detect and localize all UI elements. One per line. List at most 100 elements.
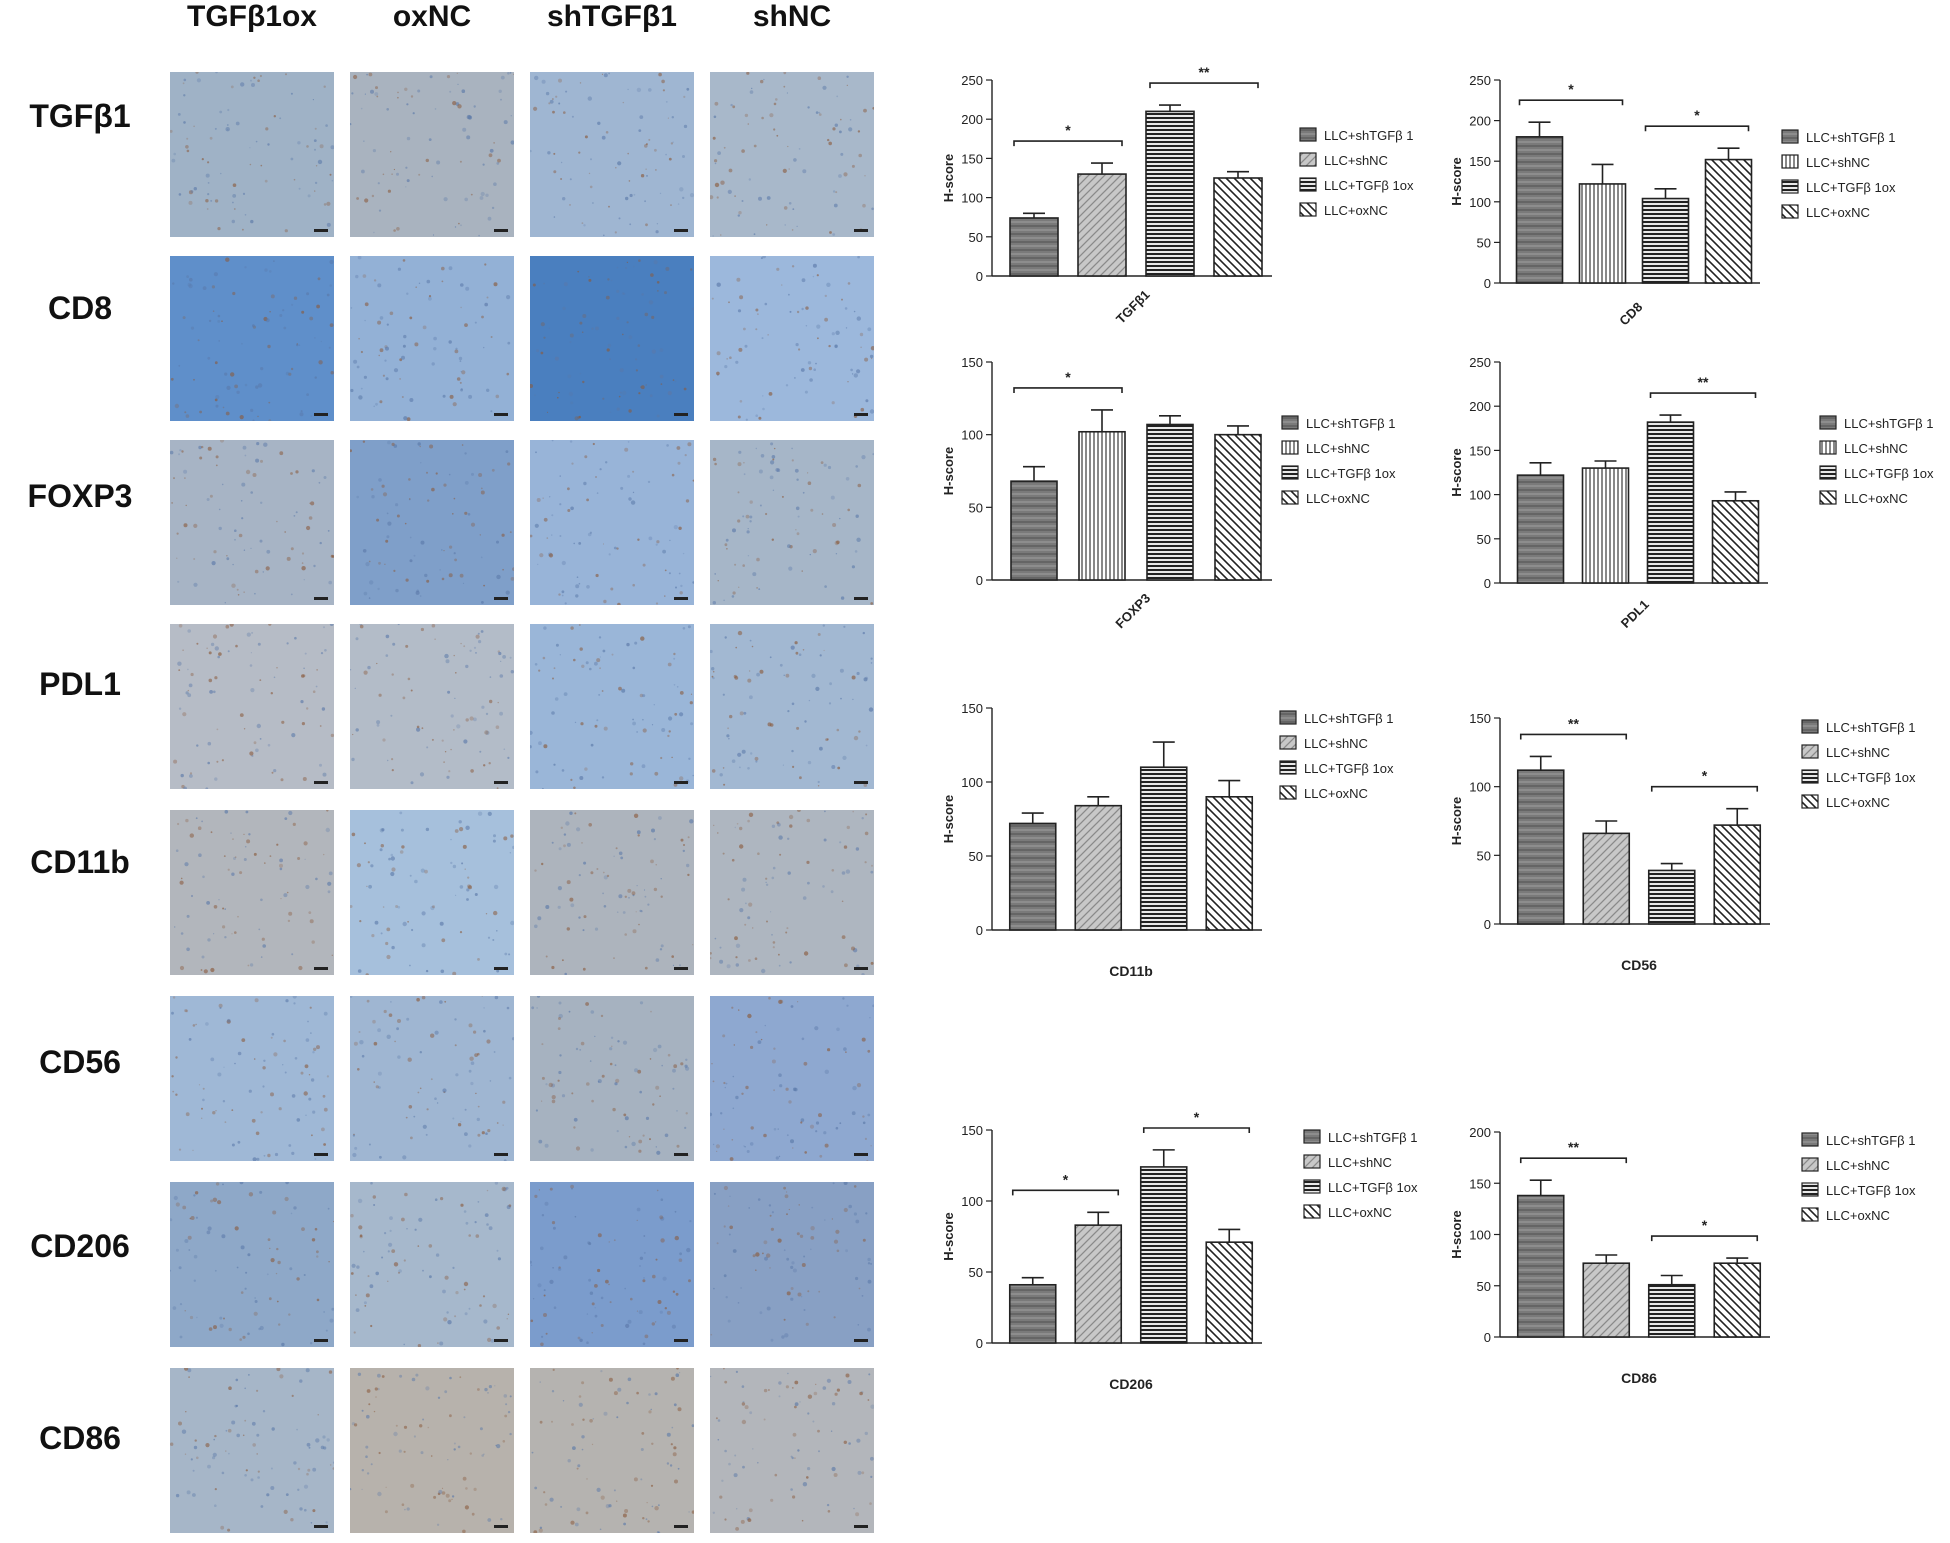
legend-swatch [1819, 490, 1837, 505]
significance-label: ** [1199, 64, 1210, 80]
bar [1139, 1166, 1188, 1344]
y-tick-label: 50 [1477, 1279, 1491, 1294]
legend-swatch [1279, 760, 1297, 775]
scale-bar [314, 1525, 328, 1528]
y-tick-label: 150 [961, 355, 983, 370]
y-tick-label: 50 [969, 500, 983, 515]
y-tick-label: 50 [1477, 235, 1491, 250]
y-tick-label: 200 [1469, 114, 1491, 129]
y-tick-label: 150 [1469, 443, 1491, 458]
bar [1214, 433, 1262, 581]
significance-label: * [1702, 1217, 1708, 1233]
bar [1008, 822, 1057, 931]
scale-bar [674, 597, 688, 600]
y-tick-label: 0 [1484, 276, 1491, 291]
y-axis-label: H-score [941, 795, 956, 843]
bar [1646, 421, 1695, 584]
row-label: CD11b [30, 844, 130, 880]
bar [1516, 769, 1565, 925]
y-tick-label: 0 [976, 1336, 983, 1351]
scale-bar [854, 781, 868, 784]
y-tick-label: 200 [961, 112, 983, 127]
x-axis-label: CD206 [1109, 1376, 1153, 1392]
legend-entry: LLC+TGFβ 1ox [1306, 466, 1396, 481]
y-tick-label: 50 [969, 849, 983, 864]
scale-bar [854, 1525, 868, 1528]
micrograph-tile [170, 1182, 334, 1347]
y-tick-label: 200 [1469, 399, 1491, 414]
bar [1713, 824, 1762, 925]
bar [1647, 869, 1696, 925]
micrograph-tile [170, 256, 334, 421]
y-tick-label: 150 [1469, 154, 1491, 169]
legend-swatch [1819, 415, 1837, 430]
row-label: PDL1 [39, 666, 121, 702]
y-tick-label: 100 [961, 428, 983, 443]
legend-entry: LLC+shTGFβ 1 [1806, 130, 1895, 145]
bar [1146, 423, 1194, 581]
bar-chart: 0 50 100 150 200 250 H-score CD8 * * LLC+shTGFβ 1 L… [1449, 73, 1896, 328]
micrograph-tile [530, 996, 694, 1161]
micrograph-tile [710, 440, 874, 605]
y-tick-label: 0 [976, 573, 983, 588]
legend-swatch [1801, 769, 1819, 784]
micrograph-tile [710, 1368, 874, 1533]
y-axis-label: H-score [1449, 448, 1464, 496]
y-tick-label: 200 [1469, 1125, 1491, 1140]
x-axis-label: CD86 [1621, 1370, 1657, 1386]
legend-entry: LLC+shNC [1826, 745, 1890, 760]
y-axis-label: H-score [941, 447, 956, 495]
legend-entry: LLC+oxNC [1806, 205, 1870, 220]
micrograph-tile [350, 72, 514, 237]
x-axis-label: CD11b [1109, 963, 1153, 979]
significance-bracket [1013, 140, 1123, 147]
y-tick-label: 150 [1469, 1176, 1491, 1191]
micrograph-tile [170, 440, 334, 605]
bar [1581, 467, 1630, 584]
significance-bracket [1149, 82, 1259, 89]
bar-chart: 0 50 100 150 H-score FOXP3 * LLC+shTGFβ 1 LLC+sh… [941, 355, 1396, 631]
legend-swatch [1801, 1182, 1819, 1197]
scale-bar [674, 1525, 688, 1528]
y-tick-label: 50 [1477, 848, 1491, 863]
row-label: CD56 [39, 1044, 121, 1080]
bar [1713, 1262, 1762, 1338]
bar-chart: 050100150200250H-scoreTGFβ1***LLC+shTGFβ… [941, 64, 1414, 327]
bar [1078, 430, 1126, 581]
scale-bar [314, 229, 328, 232]
y-tick-label: 250 [1469, 355, 1491, 370]
legend-entry: LLC+shNC [1324, 153, 1388, 168]
legend-swatch [1801, 744, 1819, 759]
legend-entry: LLC+shNC [1806, 155, 1870, 170]
y-tick-label: 100 [1469, 1228, 1491, 1243]
micrograph-tile [710, 72, 874, 237]
significance-label: ** [1568, 1139, 1579, 1155]
micrograph-tile [170, 624, 334, 789]
y-tick-label: 150 [961, 1123, 983, 1138]
micrograph-tile [530, 1182, 694, 1347]
legend-swatch [1781, 129, 1799, 144]
bar [1009, 217, 1059, 277]
legend-entry: LLC+TGFβ 1ox [1844, 466, 1934, 481]
legend-entry: LLC+shNC [1306, 441, 1370, 456]
legend-swatch [1303, 1204, 1321, 1219]
significance-bracket [1518, 99, 1624, 106]
bar [1516, 1194, 1565, 1338]
micrograph-tile [530, 624, 694, 789]
micrograph-tile [350, 1368, 514, 1533]
micrograph-tile [350, 256, 514, 421]
y-tick-label: 100 [1469, 488, 1491, 503]
legend-entry: LLC+oxNC [1304, 786, 1368, 801]
legend-entry: LLC+oxNC [1328, 1205, 1392, 1220]
scale-bar [674, 1153, 688, 1156]
scale-bar [494, 229, 508, 232]
y-tick-label: 100 [1469, 780, 1491, 795]
row-label: CD86 [39, 1420, 121, 1456]
scale-bar [314, 597, 328, 600]
legend-entry: LLC+TGFβ 1ox [1304, 761, 1394, 776]
y-axis-label: H-score [941, 154, 956, 202]
scale-bar [674, 967, 688, 970]
significance-label: ** [1568, 715, 1579, 731]
bar [1074, 1224, 1123, 1344]
